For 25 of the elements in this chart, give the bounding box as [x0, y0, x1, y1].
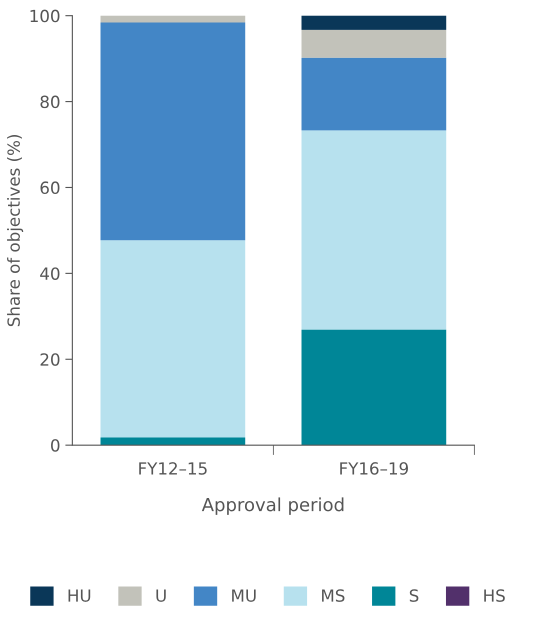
y-tick-label: 20: [40, 353, 60, 366]
bar: [100, 22, 246, 240]
legend-label: S: [410, 589, 418, 602]
bar: [100, 240, 246, 438]
bar: [302, 58, 446, 130]
x-tick-label: FY12–15: [139, 462, 207, 475]
x-axis-title: Approval period: [202, 497, 344, 515]
legend-label: MS: [322, 589, 344, 602]
y-tick-label: 40: [40, 267, 60, 280]
legend-label: HU: [68, 589, 90, 602]
y-tick-label: 80: [40, 96, 60, 108]
x-tick-label: FY16–19: [340, 462, 408, 475]
bar: [302, 130, 446, 330]
y-tick-label: 0: [51, 439, 60, 452]
bar: [302, 30, 446, 58]
bar: [302, 330, 446, 446]
y-tick-label: 100: [30, 10, 60, 22]
legend-label: U: [156, 589, 166, 602]
bar: [100, 16, 246, 23]
y-axis-title: Share of objectives (%): [7, 135, 24, 326]
legend-label: MU: [232, 589, 256, 602]
y-tick-label: 60: [40, 181, 60, 194]
bar: [100, 437, 246, 446]
legend-label: HS: [484, 589, 505, 602]
bar: [302, 16, 446, 30]
